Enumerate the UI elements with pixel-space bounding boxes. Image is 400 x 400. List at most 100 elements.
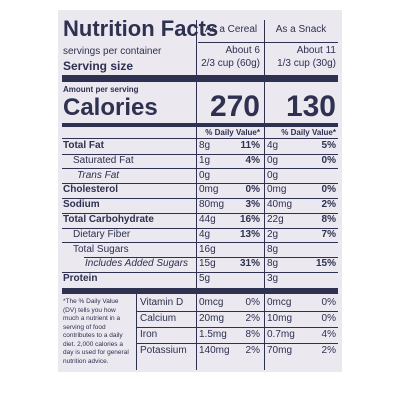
- nutrient-name: Protein: [63, 273, 98, 285]
- nutrient-dv: 11%: [240, 140, 260, 151]
- rule: [137, 327, 338, 328]
- nutrient-amount: 44g: [199, 214, 216, 225]
- vitamin-amount: 1.5mg: [199, 329, 227, 340]
- nutrient-amount: 3g: [267, 273, 279, 285]
- nutrient-dv: 0%: [321, 184, 336, 196]
- rule: [137, 311, 338, 312]
- rule: [62, 271, 338, 273]
- servings-value: About 11: [296, 45, 336, 56]
- vitamin-dv: 0%: [321, 313, 336, 324]
- nutrient-amount: 2g: [267, 228, 279, 240]
- rule: [62, 227, 338, 229]
- vitamin-name: Vitamin D: [140, 297, 184, 308]
- nutrient-amount: 8g: [267, 258, 279, 270]
- rule: [62, 168, 338, 170]
- nutrient-dv: 0%: [321, 154, 336, 166]
- rule: [62, 212, 338, 214]
- rule: [198, 42, 338, 43]
- rule: [62, 123, 338, 127]
- nutrient-amount: 0g: [267, 154, 279, 166]
- nutrient-name: Includes Added Sugars: [85, 258, 189, 270]
- footnote: *The % Daily Value (DV) tells you how mu…: [63, 298, 129, 365]
- nutrient-dv: 0%: [245, 184, 260, 196]
- rule: [62, 153, 338, 155]
- nutrient-name: Dietary Fiber: [73, 228, 131, 240]
- nutrient-amount: 16g: [199, 243, 216, 255]
- nutrient-amount: 5g: [199, 273, 211, 285]
- rule: [84, 257, 338, 259]
- nutrient-dv: 3%: [245, 199, 260, 211]
- vitamin-dv: 2%: [245, 313, 260, 324]
- column-divider: [264, 294, 265, 370]
- rule: [137, 343, 338, 344]
- serving-size-value: 1/3 cup (30g): [277, 58, 336, 69]
- vitamin-dv: 8%: [245, 329, 260, 340]
- nutrient-amount: 1g: [199, 154, 211, 166]
- servings-label: servings per container: [63, 46, 162, 57]
- calories-caption: Amount per serving: [63, 85, 139, 94]
- nutrient-amount: 4g: [199, 228, 211, 240]
- nutrient-amount: 8g: [267, 243, 279, 255]
- vitamin-name: Calcium: [140, 313, 177, 324]
- nutrient-amount: 0mg: [267, 184, 287, 196]
- column-divider: [196, 20, 197, 288]
- vitamin-amount: 0mcg: [267, 297, 292, 308]
- servings-value: About 6: [225, 45, 260, 56]
- calories-label: Calories: [63, 94, 158, 121]
- vitamin-dv: 0%: [245, 297, 260, 308]
- calories-value: 130: [285, 90, 336, 123]
- column-divider: [136, 294, 137, 370]
- rule: [62, 288, 338, 294]
- dv-header: % Daily Value*: [205, 128, 260, 137]
- nutrient-amount: 0g: [267, 169, 279, 181]
- nutrient-dv: 4%: [245, 154, 260, 166]
- vitamin-amount: 20mg: [199, 313, 225, 324]
- rule: [62, 242, 338, 244]
- vitamin-amount: 0mcg: [199, 297, 224, 308]
- column-divider: [264, 20, 265, 288]
- rule: [62, 75, 338, 82]
- nutrient-dv: 31%: [239, 258, 260, 270]
- nutrient-dv: 2%: [321, 199, 336, 211]
- nutrient-dv: 16%: [239, 214, 260, 225]
- vitamin-dv: 2%: [245, 345, 260, 356]
- nutrient-dv: 15%: [315, 258, 336, 270]
- vitamin-dv: 2%: [321, 345, 336, 356]
- title: Nutrition Facts: [63, 16, 219, 41]
- serving-size-label: Serving size: [63, 59, 134, 73]
- nutrient-name: Sodium: [63, 199, 100, 211]
- nutrient-amount: 8g: [199, 140, 211, 151]
- nutrient-dv: 13%: [239, 228, 260, 240]
- nutrient-amount: 22g: [267, 214, 284, 225]
- vitamin-dv: 0%: [321, 297, 336, 308]
- nutrient-name: Trans Fat: [77, 169, 120, 181]
- calories-value: 270: [209, 90, 260, 123]
- vitamin-amount: 70mg: [267, 345, 293, 356]
- nutrient-name: Total Carbohydrate: [63, 214, 154, 225]
- nutrient-amount: 15g: [199, 258, 216, 270]
- nutrient-name: Total Fat: [63, 140, 104, 151]
- rule: [62, 138, 338, 139]
- nutrient-name: Cholesterol: [63, 184, 119, 196]
- nutrient-dv: 7%: [321, 228, 336, 240]
- rule: [62, 183, 338, 185]
- vitamin-dv: 4%: [321, 329, 336, 340]
- nutrient-name: Total Sugars: [73, 243, 129, 255]
- nutrient-amount: 0g: [199, 169, 211, 181]
- dv-header: % Daily Value*: [281, 128, 336, 137]
- nutrient-dv: 8%: [321, 214, 336, 225]
- vitamin-amount: 140mg: [199, 345, 230, 356]
- vitamin-name: Potassium: [140, 345, 187, 356]
- column-divider: [196, 294, 197, 370]
- nutrient-dv: 5%: [321, 140, 336, 151]
- nutrient-amount: 40mg: [267, 199, 293, 211]
- rule: [62, 197, 338, 199]
- serving-size-value: 2/3 cup (60g): [201, 58, 260, 69]
- nutrient-amount: 80mg: [199, 199, 225, 211]
- nutrient-amount: 0mg: [199, 184, 219, 196]
- vitamin-name: Iron: [140, 329, 158, 340]
- vitamin-amount: 0.7mg: [267, 329, 295, 340]
- column-header: As a Cereal: [204, 24, 258, 35]
- vitamin-amount: 10mg: [267, 313, 293, 324]
